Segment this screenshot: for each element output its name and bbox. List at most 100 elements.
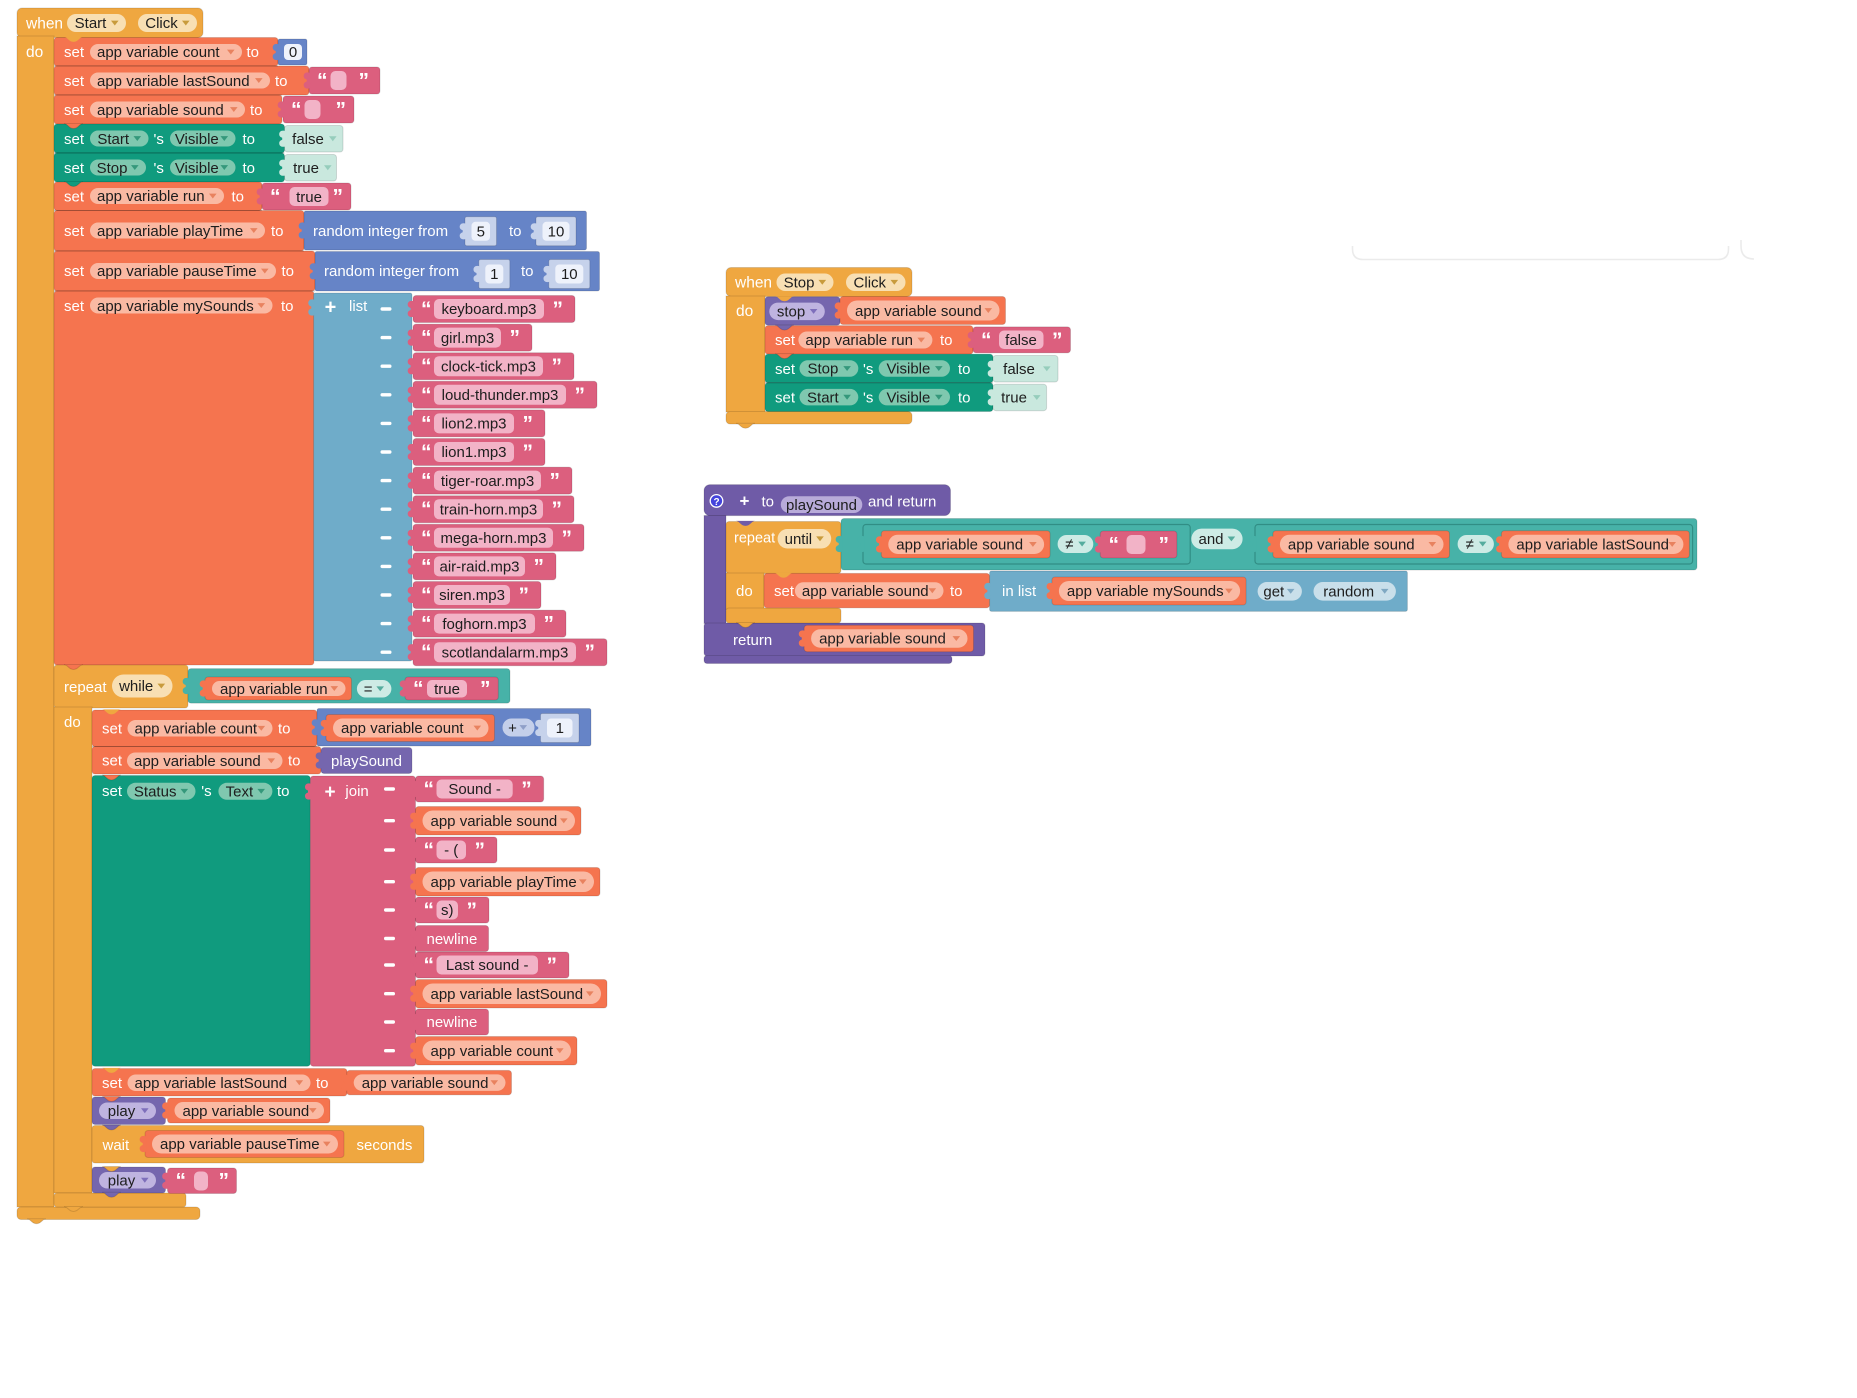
svg-text:“: “ bbox=[421, 498, 432, 521]
svg-text:random integer from: random integer from bbox=[313, 223, 448, 240]
svg-text:to: to bbox=[288, 753, 301, 770]
svg-text:“: “ bbox=[424, 839, 435, 862]
svg-text:do: do bbox=[26, 44, 43, 61]
svg-text:”: ” bbox=[585, 641, 596, 664]
svg-text:“: “ bbox=[421, 355, 432, 378]
svg-text:”: ” bbox=[510, 327, 521, 350]
svg-text:app variable sound: app variable sound bbox=[855, 303, 982, 320]
svg-text:true: true bbox=[434, 681, 460, 698]
svg-text:to: to bbox=[958, 389, 971, 406]
svg-text:“: “ bbox=[421, 412, 432, 435]
svg-text:newline: newline bbox=[427, 931, 478, 948]
svg-text:“: “ bbox=[317, 70, 328, 93]
svg-text:”: ” bbox=[336, 99, 347, 122]
svg-text:“: “ bbox=[421, 327, 432, 350]
svg-text:s): s) bbox=[441, 902, 454, 919]
svg-text:”: ” bbox=[523, 441, 534, 464]
svg-text:playSound: playSound bbox=[331, 753, 402, 770]
svg-text:in list: in list bbox=[1002, 583, 1037, 600]
svg-text:=: = bbox=[364, 681, 373, 698]
svg-text:set: set bbox=[64, 298, 85, 315]
svg-text:Status: Status bbox=[134, 784, 177, 801]
svg-text:to: to bbox=[762, 494, 775, 511]
svg-text:”: ” bbox=[475, 839, 486, 862]
svg-text:“: “ bbox=[421, 584, 432, 607]
svg-text:app variable playTime: app variable playTime bbox=[431, 874, 577, 891]
svg-text:girl.mp3: girl.mp3 bbox=[441, 330, 494, 347]
svg-text:”: ” bbox=[1052, 329, 1063, 352]
svg-text:do: do bbox=[64, 714, 81, 731]
svg-text:“: “ bbox=[421, 470, 432, 493]
svg-text:”: ” bbox=[534, 555, 545, 578]
svg-text:do: do bbox=[736, 583, 753, 600]
svg-text:'s: 's bbox=[154, 131, 164, 148]
svg-text:app variable lastSound: app variable lastSound bbox=[1516, 537, 1669, 554]
svg-text:Stop: Stop bbox=[97, 160, 128, 177]
svg-text:”: ” bbox=[1159, 534, 1170, 557]
svg-text:to: to bbox=[277, 783, 290, 800]
svg-text:”: ” bbox=[519, 584, 530, 607]
svg-text:set: set bbox=[64, 223, 85, 240]
svg-text:+: + bbox=[324, 782, 335, 803]
svg-text:≠: ≠ bbox=[1065, 536, 1073, 553]
svg-text:app variable sound: app variable sound bbox=[362, 1075, 489, 1092]
svg-text:stop: stop bbox=[777, 304, 805, 321]
svg-text:set: set bbox=[775, 361, 796, 378]
svg-text:play: play bbox=[108, 1173, 136, 1190]
svg-text:0: 0 bbox=[289, 44, 297, 61]
svg-text:to: to bbox=[940, 332, 953, 349]
svg-text:app variable run: app variable run bbox=[220, 681, 328, 698]
svg-text:app variable sound: app variable sound bbox=[1288, 537, 1415, 554]
svg-text:Text: Text bbox=[226, 784, 254, 801]
svg-text:”: ” bbox=[562, 527, 573, 550]
svg-text:true: true bbox=[293, 160, 319, 177]
svg-text:Stop: Stop bbox=[807, 361, 838, 378]
svg-text:mega-horn.mp3: mega-horn.mp3 bbox=[441, 530, 547, 547]
svg-text:set: set bbox=[64, 189, 85, 206]
svg-text:lion1.mp3: lion1.mp3 bbox=[441, 444, 506, 461]
svg-text:5: 5 bbox=[477, 224, 485, 241]
svg-text:repeat: repeat bbox=[64, 679, 107, 696]
svg-text:“: “ bbox=[421, 613, 432, 636]
svg-text:≠: ≠ bbox=[1466, 536, 1474, 553]
svg-text:Sound -: Sound - bbox=[448, 781, 501, 798]
svg-text:”: ” bbox=[333, 186, 344, 209]
svg-text:app variable run: app variable run bbox=[805, 332, 913, 349]
svg-text:app variable lastSound: app variable lastSound bbox=[431, 986, 584, 1003]
svg-text:to: to bbox=[521, 263, 534, 280]
svg-text:”: ” bbox=[523, 412, 534, 435]
svg-text:set: set bbox=[775, 389, 796, 406]
svg-text:set: set bbox=[102, 721, 123, 738]
svg-text:- (: - ( bbox=[444, 842, 458, 859]
svg-text:app variable sound: app variable sound bbox=[819, 631, 946, 648]
svg-text:when: when bbox=[734, 274, 772, 291]
svg-text:app variable lastSound: app variable lastSound bbox=[135, 1075, 288, 1092]
svg-text:”: ” bbox=[359, 70, 370, 93]
svg-text:app variable count: app variable count bbox=[135, 721, 258, 738]
svg-text:+: + bbox=[508, 720, 517, 737]
svg-text:to: to bbox=[232, 189, 245, 206]
svg-text:10: 10 bbox=[548, 224, 565, 241]
svg-text:+: + bbox=[325, 297, 337, 319]
svg-text:“: “ bbox=[421, 298, 432, 321]
svg-text:Visible: Visible bbox=[886, 361, 930, 378]
svg-text:false: false bbox=[1005, 332, 1037, 349]
svg-text:do: do bbox=[736, 303, 753, 320]
svg-text:“: “ bbox=[176, 1170, 187, 1193]
svg-text:“: “ bbox=[291, 99, 302, 122]
svg-text:1: 1 bbox=[490, 266, 498, 283]
svg-text:”: ” bbox=[547, 954, 558, 977]
svg-text:newline: newline bbox=[427, 1014, 478, 1031]
svg-text:to: to bbox=[243, 160, 256, 177]
svg-text:return: return bbox=[733, 632, 772, 649]
svg-text:”: ” bbox=[521, 778, 532, 801]
svg-text:and return: and return bbox=[868, 494, 936, 511]
svg-text:train-horn.mp3: train-horn.mp3 bbox=[440, 502, 538, 519]
svg-text:Stop: Stop bbox=[784, 275, 815, 292]
svg-text:”: ” bbox=[467, 899, 478, 922]
svg-text:Start: Start bbox=[75, 15, 108, 32]
svg-text:app variable sound: app variable sound bbox=[896, 537, 1023, 554]
svg-text:“: “ bbox=[421, 555, 432, 578]
svg-text:'s: 's bbox=[201, 783, 211, 800]
svg-text:'s: 's bbox=[863, 389, 873, 406]
